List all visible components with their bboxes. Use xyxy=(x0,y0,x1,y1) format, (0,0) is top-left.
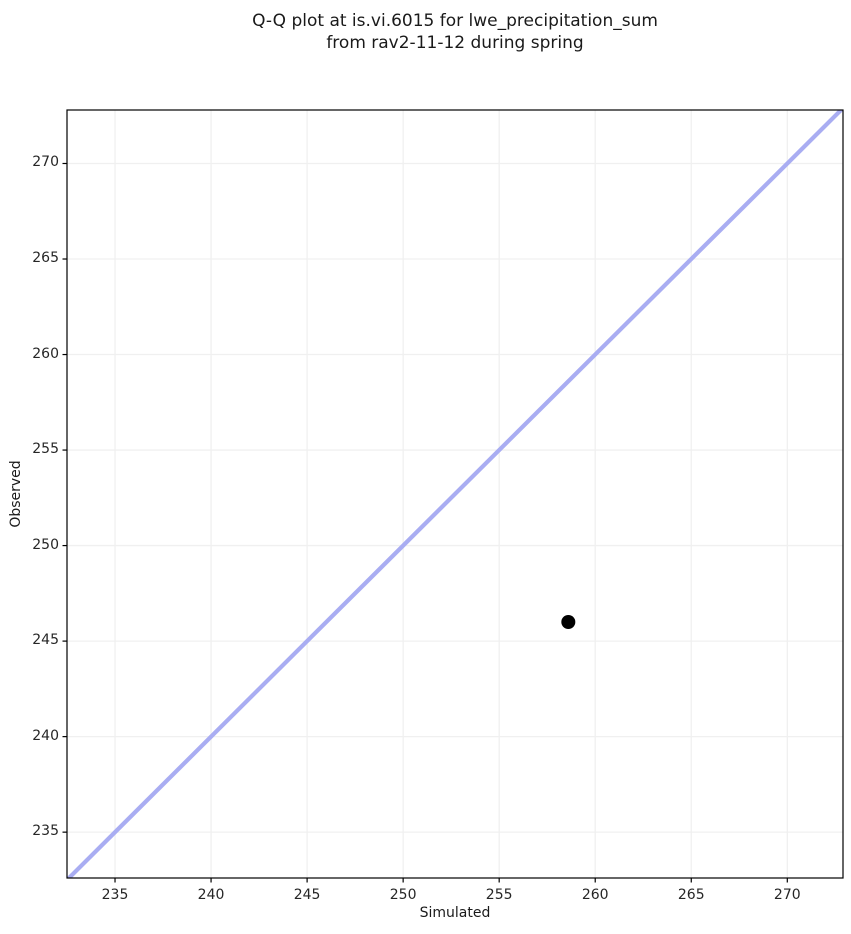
y-tick-label: 255 xyxy=(32,441,59,458)
y-tick-label: 250 xyxy=(32,536,59,553)
identity-line xyxy=(67,110,843,878)
y-tick-label: 265 xyxy=(32,250,59,266)
x-tick-label: 240 xyxy=(197,887,225,903)
y-tick-label: 240 xyxy=(32,727,59,744)
x-tick-label: 260 xyxy=(581,887,609,903)
x-tick-label: 235 xyxy=(101,887,129,903)
x-axis-label: Simulated xyxy=(419,905,491,921)
plot-border xyxy=(66,109,844,879)
y-tick-label: 245 xyxy=(32,632,59,649)
y-tick-label: 260 xyxy=(32,345,59,362)
x-tick-label: 255 xyxy=(485,887,513,903)
chart-title: Q-Q plot at is.vi.6015 for lwe_precipita… xyxy=(252,11,658,54)
x-tick-label: 265 xyxy=(677,887,705,903)
x-tick-label: 270 xyxy=(773,887,801,903)
x-tick-label: 245 xyxy=(293,887,321,903)
y-tick-label: 270 xyxy=(32,154,59,171)
data-point xyxy=(561,615,576,629)
y-tick-label: 235 xyxy=(32,823,59,840)
x-tick-label: 250 xyxy=(389,887,417,903)
